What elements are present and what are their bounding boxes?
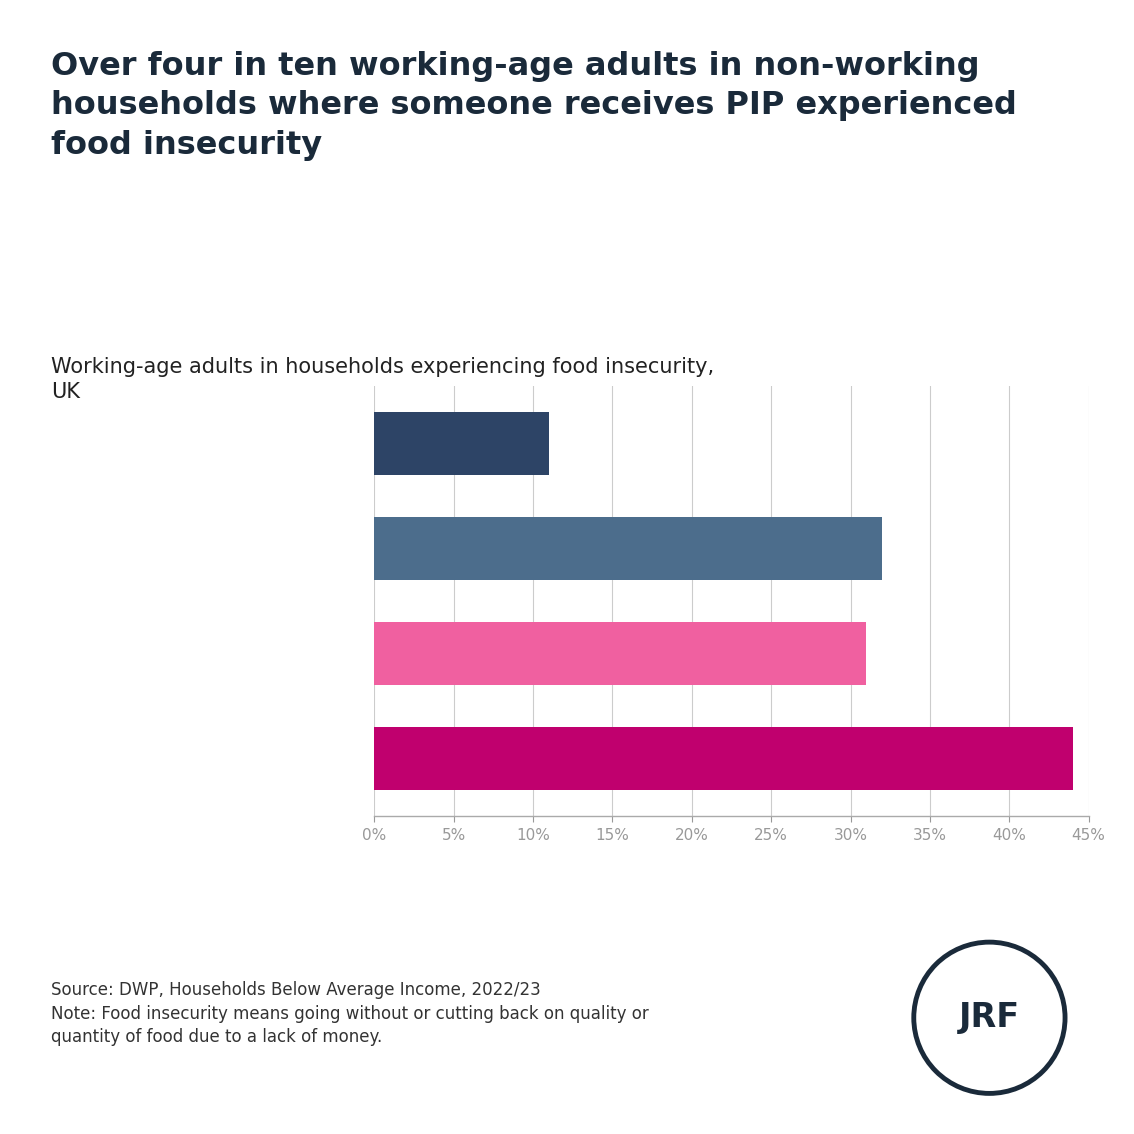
Text: JRF: JRF bbox=[959, 1001, 1019, 1034]
Text: Source: DWP, Households Below Average Income, 2022/23
Note: Food insecurity mean: Source: DWP, Households Below Average In… bbox=[51, 981, 649, 1046]
Bar bbox=[374, 623, 866, 685]
Text: Over four in ten working-age adults in non-working
households where someone rece: Over four in ten working-age adults in n… bbox=[51, 51, 1017, 161]
Bar bbox=[374, 727, 1073, 790]
Text: Working-age adults in households experiencing food insecurity,
UK: Working-age adults in households experie… bbox=[51, 357, 714, 403]
Bar bbox=[374, 412, 549, 475]
Bar bbox=[374, 517, 882, 579]
